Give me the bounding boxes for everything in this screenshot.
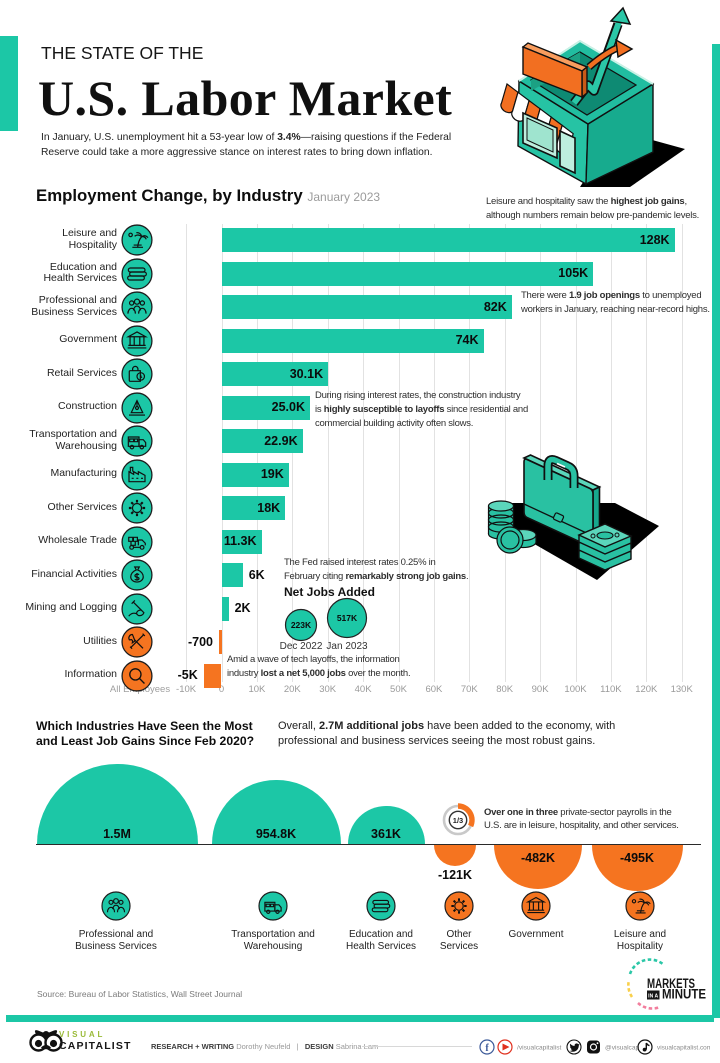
svg-text:VISUAL: VISUAL <box>59 1030 105 1039</box>
svg-text:1/3: 1/3 <box>453 816 463 825</box>
svg-text:MINUTE: MINUTE <box>662 987 706 1002</box>
svg-text:CAPITALIST: CAPITALIST <box>59 1040 132 1052</box>
svg-text:517K: 517K <box>337 613 358 623</box>
svg-text:/visualcapitalist: /visualcapitalist <box>517 1044 562 1051</box>
svg-text:223K: 223K <box>291 620 312 630</box>
svg-text:IN A: IN A <box>648 994 658 1000</box>
svg-text:f: f <box>485 1043 489 1054</box>
svg-text:visualcapitalist.com: visualcapitalist.com <box>657 1044 710 1051</box>
svg-text:MARKETS: MARKETS <box>647 976 695 991</box>
svg-text:@visualcap: @visualcap <box>605 1044 640 1051</box>
